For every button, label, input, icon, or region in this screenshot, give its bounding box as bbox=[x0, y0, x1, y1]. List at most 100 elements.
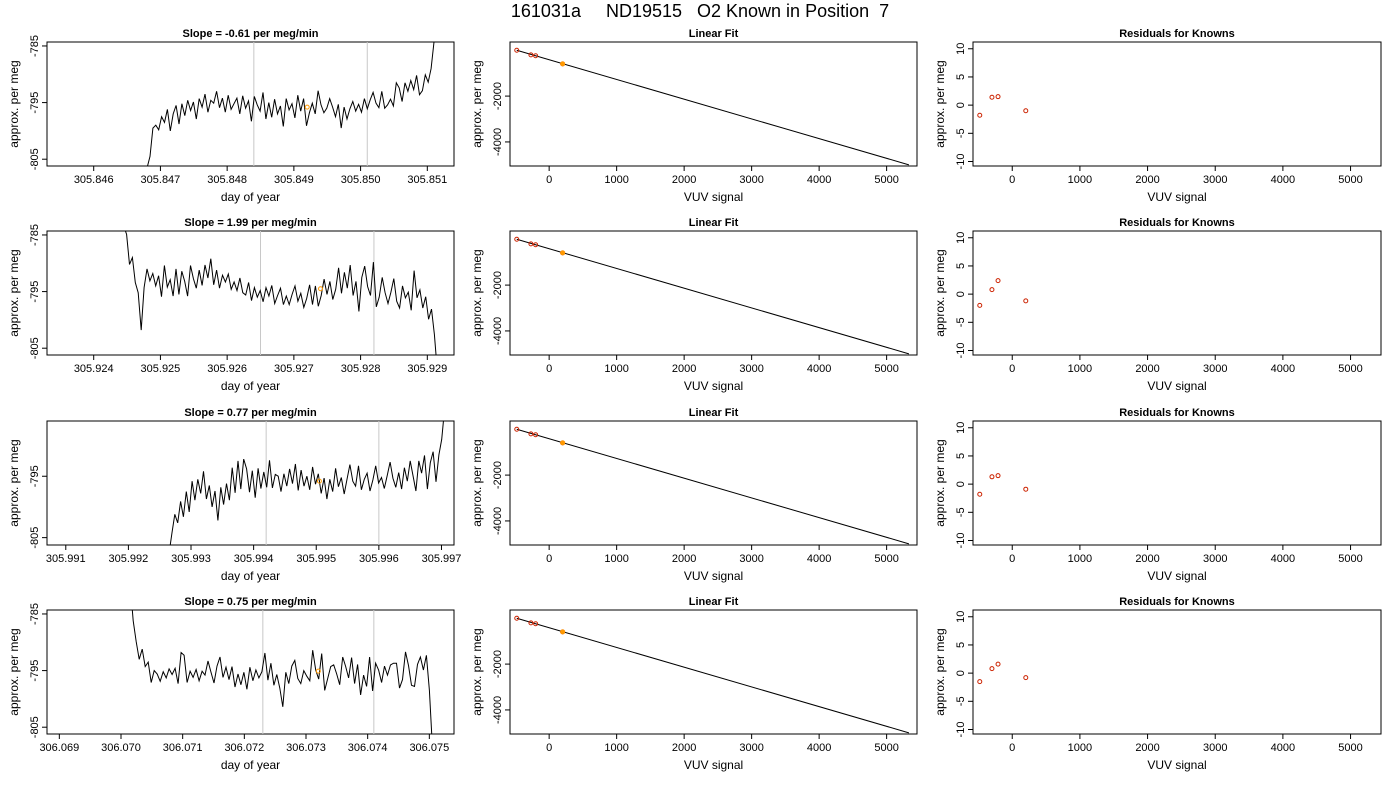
row2-linear-fit-title: Linear Fit bbox=[689, 217, 739, 229]
row2-time-series-x-tick-label: 305.924 bbox=[74, 363, 114, 375]
row3-linear-fit-xlabel: VUV signal bbox=[684, 569, 743, 583]
row3-time-series-x-tick-label: 305.995 bbox=[296, 553, 336, 565]
row2-residuals-residual-point bbox=[995, 278, 1001, 284]
row2-residuals-residual-point bbox=[989, 287, 995, 293]
row1-residuals-y-tick-label: 5 bbox=[955, 74, 967, 80]
row3-time-series-title: Slope = 0.77 per meg/min bbox=[184, 407, 317, 419]
row1-residuals-title: Residuals for Knowns bbox=[1119, 28, 1235, 40]
row4-linear-fit-x-tick-label: 0 bbox=[546, 742, 552, 754]
row4-time-series-x-tick-label: 306.073 bbox=[286, 742, 326, 754]
row1-linear-fit-x-tick-label: 4000 bbox=[807, 174, 831, 186]
row4-linear-fit-y-tick-label: -2000 bbox=[492, 650, 504, 678]
row2-linear-fit-x-tick-label: 1000 bbox=[604, 363, 628, 375]
row4-linear-fit-known-point bbox=[528, 620, 534, 626]
row4-residuals-x-tick-label: 5000 bbox=[1338, 742, 1362, 754]
row4-time-series-xlabel: day of year bbox=[221, 758, 280, 772]
row2-time-series-current-point bbox=[318, 286, 324, 292]
row3-residuals-residual-point bbox=[989, 474, 995, 480]
row4-time-series-y-tick-label: -785 bbox=[29, 603, 41, 625]
row4-linear-fit-x-tick-label: 1000 bbox=[604, 742, 628, 754]
row1-residuals-y-tick-label: -10 bbox=[955, 154, 967, 170]
row1-residuals-y-tick-label: -5 bbox=[955, 128, 967, 138]
row4-residuals-residual-point bbox=[1023, 675, 1029, 681]
row2-time-series-x-tick-label: 305.928 bbox=[341, 363, 381, 375]
row3-time-series-x-tick-label: 305.993 bbox=[171, 553, 211, 565]
row2-time-series-x-tick-label: 305.926 bbox=[207, 363, 247, 375]
row3-linear-fit-y-tick-label: -4000 bbox=[492, 507, 504, 535]
row2-residuals-y-tick-label: 0 bbox=[955, 291, 967, 297]
row2-residuals-title: Residuals for Knowns bbox=[1119, 217, 1235, 229]
row3-time-series-x-tick-label: 305.991 bbox=[46, 553, 86, 565]
row2-linear-fit-x-tick-label: 2000 bbox=[672, 363, 696, 375]
row2-linear-fit-ylabel: approx. per meg bbox=[470, 249, 484, 336]
row2-linear-fit-x-tick-label: 5000 bbox=[874, 363, 898, 375]
row2-linear-fit-xlabel: VUV signal bbox=[684, 379, 743, 393]
row4-linear-fit-frame bbox=[509, 609, 918, 735]
row4-linear-fit-known-point bbox=[514, 615, 520, 621]
row3-residuals-x-tick-label: 3000 bbox=[1203, 553, 1227, 565]
row4-time-series-y-tick-label: -795 bbox=[29, 660, 41, 682]
row2-linear-fit-x-tick-label: 0 bbox=[546, 363, 552, 375]
row2-residuals-y-tick-label: -5 bbox=[955, 317, 967, 327]
row1-time-series-x-tick-label: 305.846 bbox=[74, 174, 114, 186]
row3-time-series-xlabel: day of year bbox=[221, 569, 280, 583]
row1-linear-fit-x-tick-label: 3000 bbox=[739, 174, 763, 186]
row3-time-series-frame bbox=[46, 420, 455, 546]
row3-time-series-x-tick-label: 305.994 bbox=[234, 553, 274, 565]
row4-time-series-x-tick-label: 306.069 bbox=[39, 742, 79, 754]
row1-linear-fit-frame bbox=[509, 41, 918, 167]
row1-time-series-y-tick-label: -795 bbox=[29, 92, 41, 114]
row1-time-series-y-tick-label: -805 bbox=[29, 148, 41, 170]
row3-residuals-y-tick-label: -10 bbox=[955, 533, 967, 549]
row2-time-series-series-line bbox=[124, 231, 437, 355]
row1-linear-fit-x-tick-label: 0 bbox=[546, 174, 552, 186]
row1-residuals-x-tick-label: 3000 bbox=[1203, 174, 1227, 186]
row3-time-series-ylabel: approx. per meg bbox=[7, 439, 21, 526]
row2-linear-fit-known-point bbox=[528, 241, 534, 247]
row2-residuals-x-tick-label: 1000 bbox=[1068, 363, 1092, 375]
row2-time-series-frame bbox=[46, 230, 455, 356]
row1-linear-fit-current-point bbox=[560, 61, 566, 67]
row4-residuals-x-tick-label: 1000 bbox=[1068, 742, 1092, 754]
row3-linear-fit-x-tick-label: 5000 bbox=[874, 553, 898, 565]
row3-time-series-x-tick-label: 305.992 bbox=[109, 553, 149, 565]
row3-time-series-x-tick-label: 305.997 bbox=[422, 553, 462, 565]
row1-time-series-current-point bbox=[304, 104, 310, 110]
row3-linear-fit-current-point bbox=[560, 440, 566, 446]
row4-residuals-x-tick-label: 2000 bbox=[1135, 742, 1159, 754]
row4-residuals-y-tick-label: 10 bbox=[955, 611, 967, 623]
row1-residuals-x-tick-label: 1000 bbox=[1068, 174, 1092, 186]
row2-linear-fit-known-point bbox=[533, 242, 539, 248]
row4-linear-fit-x-tick-label: 3000 bbox=[739, 742, 763, 754]
row2-time-series-xlabel: day of year bbox=[221, 379, 280, 393]
row2-residuals-x-tick-label: 3000 bbox=[1203, 363, 1227, 375]
row4-linear-fit-x-tick-label: 2000 bbox=[672, 742, 696, 754]
row3-residuals-residual-point bbox=[1023, 486, 1029, 492]
row3-residuals-y-tick-label: -5 bbox=[955, 507, 967, 517]
row1-time-series-x-tick-label: 305.851 bbox=[407, 174, 447, 186]
row1-time-series-y-tick-label: -785 bbox=[29, 35, 41, 57]
row2-time-series-y-tick-label: -785 bbox=[29, 224, 41, 246]
row2-time-series-title: Slope = 1.99 per meg/min bbox=[184, 217, 317, 229]
row1-linear-fit-xlabel: VUV signal bbox=[684, 190, 743, 204]
row4-linear-fit-current-point bbox=[560, 629, 566, 635]
row2-residuals-residual-point bbox=[1023, 298, 1029, 304]
row2-residuals-x-tick-label: 2000 bbox=[1135, 363, 1159, 375]
row2-residuals-x-tick-label: 0 bbox=[1009, 363, 1015, 375]
row4-residuals-title: Residuals for Knowns bbox=[1119, 596, 1235, 608]
row3-residuals-x-tick-label: 4000 bbox=[1271, 553, 1295, 565]
row3-linear-fit-title: Linear Fit bbox=[689, 407, 739, 419]
row3-linear-fit-known-point bbox=[514, 426, 520, 432]
row4-residuals-y-tick-label: -5 bbox=[955, 696, 967, 706]
row3-residuals-x-tick-label: 5000 bbox=[1338, 553, 1362, 565]
row2-linear-fit-known-point bbox=[514, 236, 520, 242]
row3-time-series-series-line bbox=[169, 421, 444, 545]
row1-residuals-x-tick-label: 5000 bbox=[1338, 174, 1362, 186]
row2-residuals-xlabel: VUV signal bbox=[1147, 379, 1206, 393]
row3-residuals-residual-point bbox=[977, 491, 983, 497]
row4-residuals-ylabel: approx. per meg bbox=[933, 628, 947, 715]
page-title: 161031a ND19515 O2 Known in Position 7 bbox=[510, 1, 890, 21]
row4-time-series-x-tick-label: 306.072 bbox=[224, 742, 264, 754]
row2-time-series-ylabel: approx. per meg bbox=[7, 249, 21, 336]
row1-linear-fit-x-tick-label: 1000 bbox=[604, 174, 628, 186]
